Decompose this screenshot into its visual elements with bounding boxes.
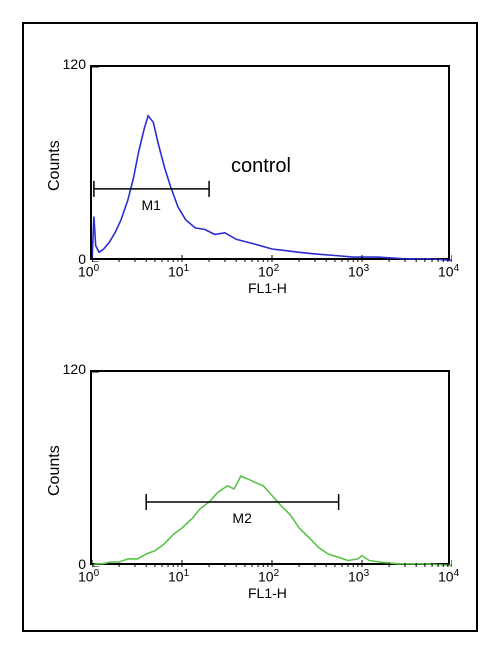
bottom-plot-area: M2 [90,370,450,565]
y-tick-label: 120 [52,56,86,72]
x-tick-label: 104 [438,568,459,585]
x-tick-label: 104 [438,263,459,280]
x-tick-label: 103 [348,568,369,585]
x-tick-label: 102 [258,568,279,585]
x-tick-label: 101 [168,568,189,585]
marker-label-m2: M2 [232,510,251,526]
x-tick-label: 103 [348,263,369,280]
x-axis-label-bottom: FL1-H [248,585,287,601]
top-plot-area: M1 control [90,65,450,260]
y-axis-label-top: Counts [46,140,64,191]
bottom-histogram [92,372,452,567]
x-tick-label: 100 [78,263,99,280]
x-tick-label: 100 [78,568,99,585]
x-axis-label-top: FL1-H [248,280,287,296]
annotation-control: control [231,155,291,178]
y-axis-label-bottom: Counts [46,445,64,496]
x-tick-label: 101 [168,263,189,280]
marker-label-m1: M1 [141,197,160,213]
figure-frame: M1 control Counts FL1-H 0120 10010110210… [0,0,500,654]
x-tick-label: 102 [258,263,279,280]
y-tick-label: 120 [52,361,86,377]
